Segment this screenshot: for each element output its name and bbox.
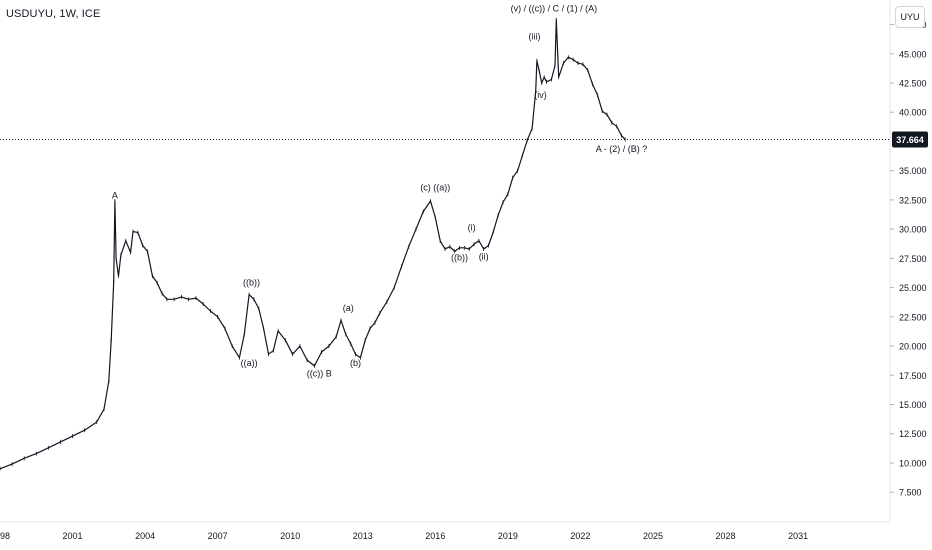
wave-label: (i) — [468, 222, 476, 232]
time-axis[interactable]: 1998 2001 2004 2007 2010 2013 2016 2019 2022 2025… — [0, 521, 890, 541]
annotations-group: A ((b)) ((a)) ((c)) B (a) (b) (c) ((a)) (i) ((b)… — [112, 4, 647, 379]
y-tick-label: 27.500 — [899, 254, 927, 264]
wave-label: A - (2) / (B) ? — [596, 144, 648, 154]
x-tick-label: 2028 — [716, 531, 736, 541]
x-tick-label: 2007 — [208, 531, 228, 541]
wave-label: (c) ((a)) — [420, 183, 450, 193]
x-tick-label: 2019 — [498, 531, 518, 541]
x-tick-label: 1998 — [0, 531, 10, 541]
y-tick-label: 17.500 — [899, 371, 927, 381]
y-tick-label: 30.000 — [899, 225, 927, 235]
y-tick-label: 7.500 — [899, 488, 922, 498]
last-price-badge — [892, 131, 928, 148]
wave-label: (v) / ((c)) / C / (1) / (A) — [511, 4, 597, 14]
x-tick-label: 2013 — [353, 531, 373, 541]
y-tick-label: 25.000 — [899, 283, 927, 293]
wave-label: ((b)) — [451, 253, 468, 263]
x-tick-label: 2025 — [643, 531, 663, 541]
wave-label: ((b)) — [243, 277, 260, 287]
symbol-title[interactable]: USDUYU, 1W, ICE — [6, 8, 101, 20]
y-tick-label: 15.000 — [899, 400, 927, 410]
y-tick-label: 20.000 — [899, 342, 927, 352]
x-tick-label: 2016 — [425, 531, 445, 541]
wave-label: ((a)) — [241, 358, 258, 368]
wave-label: (ii) — [479, 252, 489, 262]
y-tick-label: 32.500 — [899, 195, 927, 205]
x-tick-label: 2022 — [570, 531, 590, 541]
y-tick-label: 22.500 — [899, 312, 927, 322]
wave-label: ((c)) B — [307, 368, 332, 378]
y-tick-label: 45.000 — [899, 49, 927, 59]
y-tick-label: 42.500 — [899, 79, 927, 89]
wave-label: A — [112, 191, 118, 201]
wave-label: (iv) — [534, 90, 547, 100]
y-tick-label: 10.000 — [899, 458, 927, 468]
currency-button[interactable]: UYU — [895, 6, 925, 28]
y-tick-label: 40.000 — [899, 108, 927, 118]
x-tick-label: 2001 — [63, 531, 83, 541]
wave-label: (a) — [343, 303, 354, 313]
wave-label: (iii) — [528, 32, 540, 42]
y-tick-label: 12.500 — [899, 429, 927, 439]
y-tick-label: 35.000 — [899, 166, 927, 176]
last-price-group: 37.664 — [0, 131, 928, 148]
x-tick-label: 2031 — [788, 531, 808, 541]
x-tick-label: 2004 — [135, 531, 155, 541]
price-line-group — [0, 17, 626, 471]
wave-label: (b) — [350, 358, 361, 368]
price-axis[interactable]: 7.500 10.000 12.500 15.000 17.500 20.000 22.50… — [889, 0, 927, 522]
last-price-label: 37.664 — [896, 135, 924, 145]
price-series-line — [0, 19, 626, 470]
x-tick-label: 2010 — [280, 531, 300, 541]
